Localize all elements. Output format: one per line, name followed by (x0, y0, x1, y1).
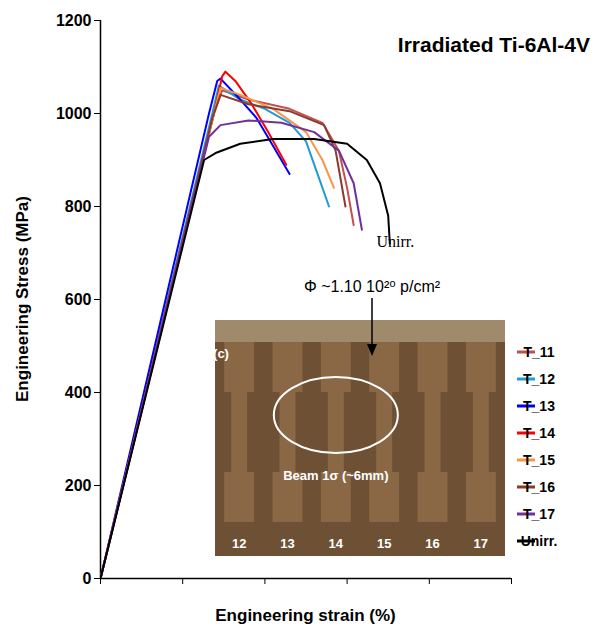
svg-text:200: 200 (65, 477, 92, 494)
svg-text:T_15: T_15 (523, 452, 555, 468)
svg-text:T_14: T_14 (523, 425, 555, 441)
svg-text:T_11: T_11 (523, 344, 554, 360)
svg-text:12: 12 (232, 536, 246, 551)
svg-text:T_13: T_13 (523, 398, 555, 414)
svg-text:15: 15 (377, 536, 391, 551)
svg-text:T_12: T_12 (523, 371, 555, 387)
svg-text:T_16: T_16 (523, 479, 555, 495)
svg-text:600: 600 (65, 291, 92, 308)
svg-text:Engineering Stress (MPa): Engineering Stress (MPa) (13, 196, 32, 402)
svg-text:T_17: T_17 (523, 506, 555, 522)
svg-text:0: 0 (83, 570, 92, 587)
svg-text:1200: 1200 (56, 12, 92, 29)
svg-text:Beam 1σ (~6mm): Beam 1σ (~6mm) (283, 468, 388, 483)
svg-text:14: 14 (329, 536, 344, 551)
svg-text:Engineering strain (%): Engineering strain (%) (215, 606, 395, 625)
svg-text:13: 13 (280, 536, 294, 551)
svg-text:800: 800 (65, 198, 92, 215)
svg-text:Unirr.: Unirr. (376, 233, 414, 250)
svg-text:Irradiated Ti-6Al-4V: Irradiated Ti-6Al-4V (398, 33, 590, 56)
svg-text:1000: 1000 (56, 105, 92, 122)
svg-text:16: 16 (425, 536, 439, 551)
svg-text:Φ ~1.10 10²⁰ p/cm²: Φ ~1.10 10²⁰ p/cm² (304, 278, 441, 295)
svg-text:Unirr.: Unirr. (521, 533, 558, 549)
svg-text:400: 400 (65, 384, 92, 401)
svg-text:(c): (c) (213, 346, 229, 361)
svg-text:17: 17 (474, 536, 488, 551)
